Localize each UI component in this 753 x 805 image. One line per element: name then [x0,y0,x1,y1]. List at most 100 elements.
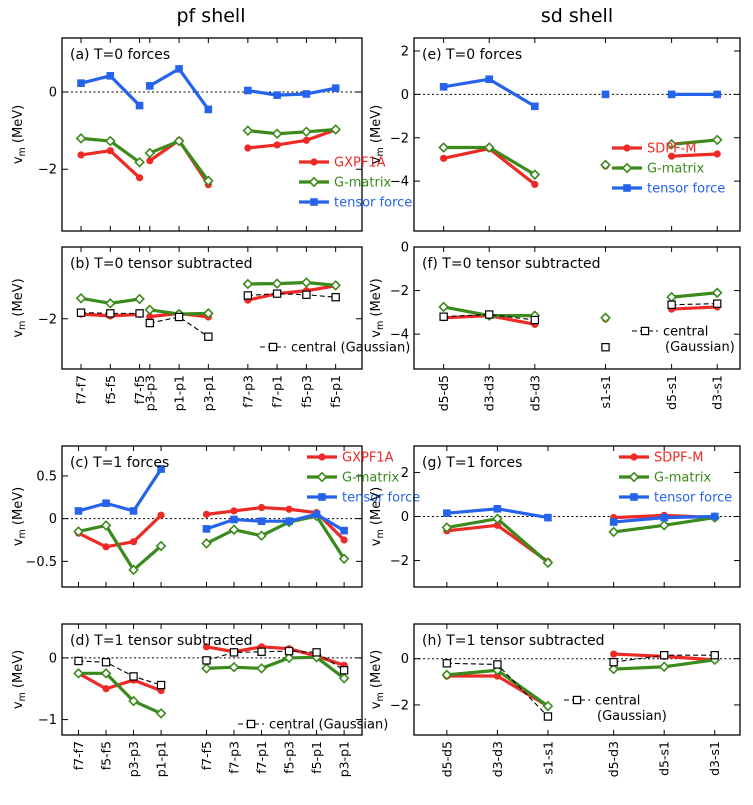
data-point [531,180,539,188]
series-line [206,655,346,680]
data-point [204,332,213,341]
legend-marker [623,184,631,192]
data-point [302,290,311,299]
data-point [302,90,311,98]
data-point [271,128,283,140]
x-tick-label: f7-f5 [199,741,214,770]
data-point [485,75,494,84]
panel-a: 0 −2 (a) T=0 forces GXPF1A G-matrix tensor fo… [11,37,412,232]
legend-entry: tensor force [299,196,412,211]
data-point [230,515,238,524]
panel-title: (b) T=0 tensor subtracted [70,256,253,272]
data-point [312,648,321,657]
legend-label: G-matrix [334,176,391,191]
y-tick-label: −2 [390,284,409,299]
data-point [284,646,294,656]
data-point [439,82,448,91]
data-point [157,465,165,473]
data-point [104,298,116,309]
legend-marker [628,471,640,483]
series-g-matrix [438,134,723,180]
data-point [331,84,340,92]
data-point [302,136,310,144]
x-tick-label: f5-p3 [299,375,314,408]
data-point [106,72,115,80]
data-point [202,525,211,533]
series-line [247,128,337,150]
data-point [102,499,110,508]
legend-marker [572,695,582,705]
legend-label: G-matrix [654,471,711,486]
legend-entry: tensor force [619,491,732,506]
panel-title: (c) T=1 forces [70,455,169,471]
series-line [80,74,141,107]
series-tensor-force [439,75,722,111]
x-tick-label: f5-f5 [103,375,118,404]
legend-label: central (Gaussian) [269,718,388,733]
x-tick-label: d3-s1 [710,375,725,410]
data-point [331,293,340,302]
data-point [128,695,139,707]
legend-marker [268,342,278,352]
data-point [441,522,453,533]
data-point [443,509,451,517]
y-tick-label: 0 [401,241,409,256]
legend-entry: G-matrix [612,162,704,177]
data-point [102,685,110,693]
x-tick-label: s1-s1 [598,375,613,408]
data-point [658,661,670,673]
y-axis-label: vm (MeV) [369,105,386,164]
data-point [73,668,84,679]
x-tick-label: f7-f7 [71,741,86,770]
data-point [273,141,281,149]
series-line [206,505,346,542]
legend-label: tensor force [334,196,412,211]
x-tick-label: d3-s1 [707,741,722,776]
data-point [493,660,502,669]
y-axis-label: vm (MeV) [11,105,28,164]
data-point [75,133,87,144]
legend-entry: central(Gaussian) [564,694,667,724]
legend-entry: G-matrix [619,471,711,486]
data-point [330,124,341,135]
x-tick-label: d3-d3 [490,741,505,777]
data-point [543,712,553,721]
data-point [272,289,282,298]
legend-label: GXPF1A [342,451,394,466]
legend-marker [310,158,318,166]
x-tick-label: p3-p1 [337,741,352,777]
series-line [149,316,209,338]
x-tick-label: p3-p1 [201,375,216,411]
x-tick-label: f7-p3 [240,375,255,408]
data-point [312,510,321,519]
x-tick-label: f5-f5 [99,741,114,770]
series-g-matrix [441,654,721,712]
series-line [247,293,336,298]
data-point [134,156,145,168]
y-tick-label: 0 [401,88,409,103]
data-point [483,142,495,153]
legend-entry: G-matrix [299,176,391,191]
data-point [145,318,155,328]
y-tick-label: 0 [49,512,57,527]
series-line [446,674,549,708]
data-point [242,278,254,290]
series-gxpf1a [77,126,340,189]
series-g-matrix [75,277,341,320]
series-line [247,284,336,302]
legend-marker [316,471,328,483]
data-point [713,299,722,308]
data-point [257,517,266,525]
data-point [256,530,267,542]
series-g-matrix [75,124,341,187]
data-point [102,543,110,551]
series-line [446,523,549,563]
data-point [666,291,677,303]
data-point [202,510,211,518]
data-point [711,287,723,299]
x-tick-label: d5-d5 [439,741,454,777]
series-line [149,67,210,111]
y-tick-label: −2 [390,131,409,146]
data-point [202,643,211,651]
